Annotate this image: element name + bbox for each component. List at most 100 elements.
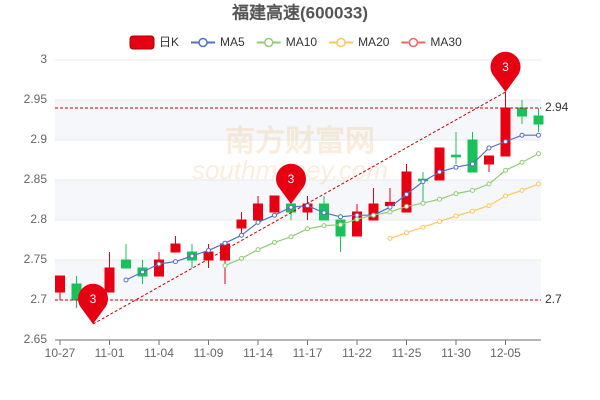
ma-point xyxy=(519,187,525,193)
legend-label: MA5 xyxy=(220,35,245,49)
ma-point xyxy=(272,239,277,245)
candle-body xyxy=(467,139,478,173)
ma-point xyxy=(255,247,261,253)
ma-point xyxy=(288,234,294,240)
ma-point xyxy=(453,191,459,197)
y-tick-label: 2.95 xyxy=(24,92,48,106)
candle-body xyxy=(154,259,164,277)
candle-body xyxy=(335,219,346,237)
ma-point xyxy=(453,213,459,219)
candle-body xyxy=(517,107,527,117)
ma-point xyxy=(420,200,426,206)
legend-swatch xyxy=(408,37,419,48)
ma-point xyxy=(437,219,442,225)
ma-point xyxy=(486,181,492,187)
ma-line xyxy=(389,183,539,239)
x-tick-label: 11-01 xyxy=(95,346,125,360)
y-tick-label: 2.65 xyxy=(24,332,48,346)
candle-body xyxy=(434,147,445,181)
ma-point xyxy=(470,208,475,214)
pin-label: 3 xyxy=(502,60,509,74)
ma-point xyxy=(305,203,310,209)
ma-point xyxy=(321,210,327,216)
ma-point xyxy=(437,169,442,175)
ma-point xyxy=(255,219,261,225)
ma-point xyxy=(338,222,343,228)
ma-point xyxy=(189,253,195,259)
x-tick-label: 11-25 xyxy=(392,346,422,360)
ma-point xyxy=(206,247,211,253)
legend-label: MA10 xyxy=(286,35,318,49)
candle-body xyxy=(451,154,461,158)
ma-point xyxy=(239,255,244,261)
ma-point xyxy=(222,240,228,246)
x-tick-label: 11-22 xyxy=(342,346,372,360)
ma-point xyxy=(338,214,343,220)
candle-body xyxy=(269,195,280,213)
ma-point xyxy=(470,187,475,193)
ma-point xyxy=(272,212,277,218)
candle-body xyxy=(170,243,181,253)
y-tick-label: 2.75 xyxy=(24,252,48,266)
ma-point xyxy=(404,203,409,209)
chart-title: 福建高速(600033) xyxy=(231,2,368,22)
ma-point xyxy=(387,204,393,210)
band xyxy=(55,100,541,140)
legend-label: MA30 xyxy=(430,35,462,49)
legend-swatch xyxy=(129,35,155,50)
ma-point xyxy=(404,230,409,236)
ma-point xyxy=(140,269,145,275)
ma-point xyxy=(536,181,541,187)
ma-point xyxy=(123,277,129,283)
x-tick-label: 11-30 xyxy=(441,346,471,360)
candle-body xyxy=(352,211,362,237)
ma-point xyxy=(387,209,393,215)
candle-body xyxy=(500,107,511,157)
ma-point xyxy=(503,193,508,199)
reference-label: 2.7 xyxy=(545,292,562,306)
y-tick-label: 2.85 xyxy=(24,172,48,186)
legend-label: MA20 xyxy=(358,35,390,49)
x-tick-label: 10-27 xyxy=(45,346,76,360)
pin-label: 3 xyxy=(90,292,97,306)
reference-label: 2.94 xyxy=(545,100,569,114)
ma-point xyxy=(222,263,228,269)
ma-point xyxy=(453,164,459,170)
ma-point xyxy=(321,223,327,229)
ma-point xyxy=(354,212,360,218)
candle-body xyxy=(253,203,263,221)
ma-point xyxy=(239,232,244,238)
candle-body xyxy=(121,259,131,269)
ma-point xyxy=(519,132,525,138)
trend-line xyxy=(92,91,506,325)
y-tick-label: 2.9 xyxy=(30,132,47,146)
ma-point xyxy=(173,259,178,265)
pin-marker xyxy=(276,163,307,204)
x-tick-label: 11-09 xyxy=(194,346,224,360)
y-tick-label: 2.8 xyxy=(30,212,47,226)
ma-point xyxy=(503,139,508,145)
y-tick-label: 3 xyxy=(40,52,47,66)
ma-point xyxy=(420,179,426,185)
ma-point xyxy=(503,167,508,173)
ma-point xyxy=(371,212,376,218)
ma-point xyxy=(486,203,492,209)
candle-body xyxy=(368,203,379,221)
ma-point xyxy=(387,235,393,241)
candle-body xyxy=(533,115,544,125)
y-tick-label: 2.7 xyxy=(30,292,47,306)
pin-marker xyxy=(78,283,109,324)
x-tick-label: 12-05 xyxy=(490,346,521,360)
ma-line xyxy=(224,153,539,267)
candle-body xyxy=(104,267,115,293)
ma-point xyxy=(486,145,492,151)
ma-point xyxy=(420,224,426,230)
ma-point xyxy=(156,261,162,267)
pin-label: 3 xyxy=(288,172,295,186)
ma-point xyxy=(536,151,541,157)
ma-point xyxy=(536,132,541,138)
band xyxy=(55,260,541,300)
ma-point xyxy=(519,159,525,165)
watermark-text: 南方财富网 xyxy=(225,124,375,158)
